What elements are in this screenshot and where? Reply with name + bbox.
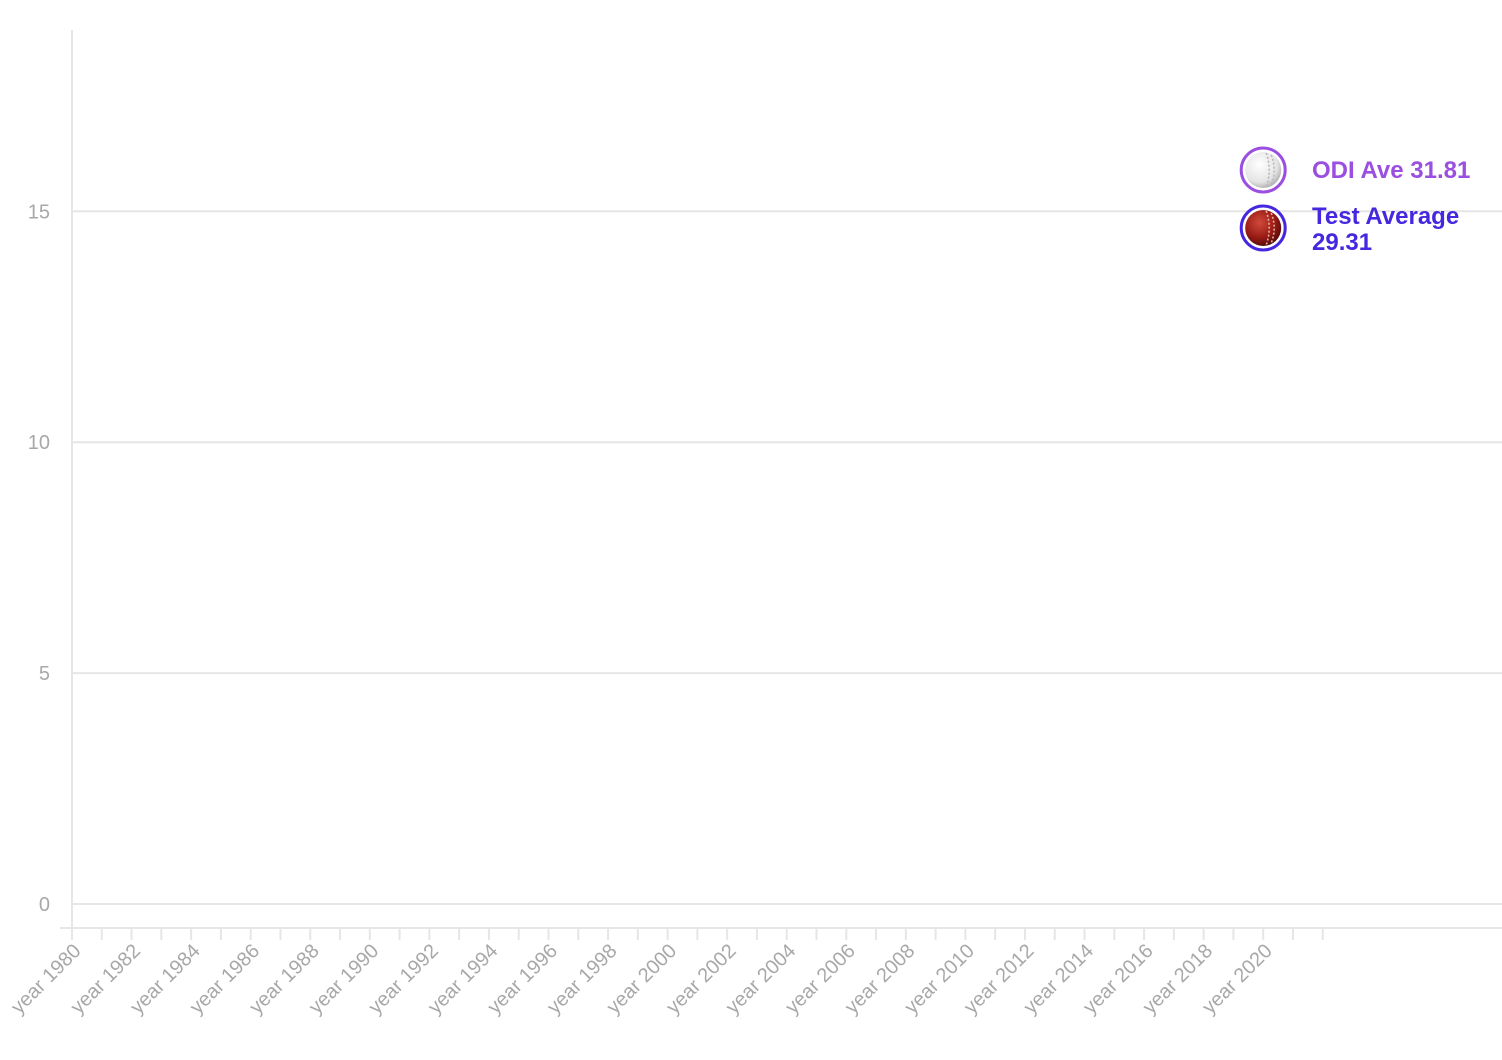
ball-seam — [1265, 210, 1270, 246]
y-tick-label: 0 — [39, 894, 50, 916]
test-end-label-line: Test Average — [1312, 203, 1459, 230]
series-end-labels: ODI Ave 31.81 Test Average 29.31 — [1239, 146, 1470, 256]
odi-end-label: ODI Ave 31.81 — [1312, 157, 1470, 184]
odi-ball-icon — [1239, 146, 1287, 194]
ball-body — [1245, 152, 1282, 188]
y-tick-label: 5 — [39, 663, 50, 685]
test-ball-icon — [1239, 204, 1287, 252]
test-end-label-line: 29.31 — [1312, 229, 1372, 256]
test-end-label: Test Average 29.31 — [1312, 203, 1459, 256]
grid-lines — [72, 210, 1502, 905]
ball-seam — [1270, 154, 1275, 186]
ball-seam — [1270, 212, 1275, 244]
y-tick-label: 15 — [28, 201, 50, 223]
ball-body — [1245, 210, 1282, 246]
ball-seam — [1265, 152, 1270, 188]
y-tick-label: 10 — [28, 432, 50, 454]
